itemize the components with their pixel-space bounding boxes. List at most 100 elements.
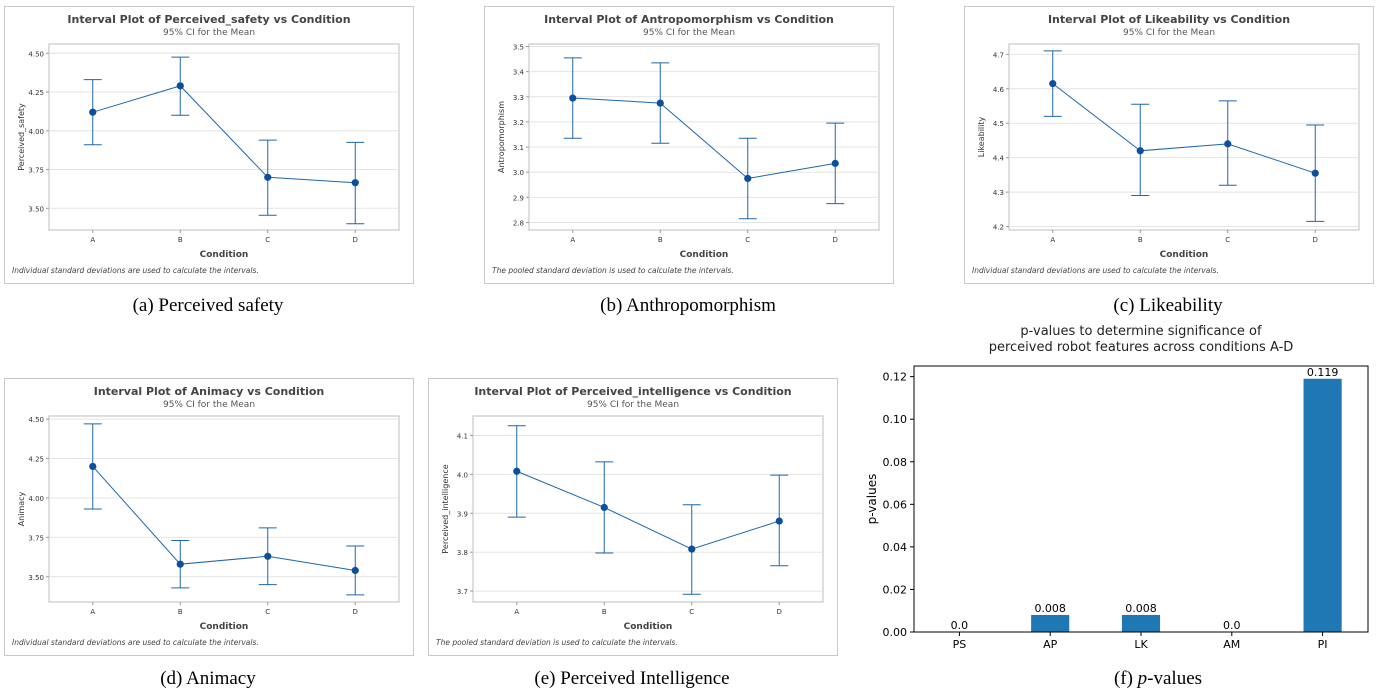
chart-subtitle: 95% CI for the Mean [587,400,679,410]
x-axis-label: Condition [1160,250,1209,260]
mean-point [176,82,184,90]
bar [1121,614,1161,632]
bar-value-label: 0.008 [1034,602,1066,615]
mean-point [600,503,608,512]
chart-title-line-2: perceived robot features across conditio… [989,340,1294,355]
mean-point [264,552,272,560]
y-tick-label: 4.7 [993,51,1004,59]
bar-value-label: 0.119 [1307,366,1339,379]
y-tick-label: 4.50 [28,50,44,58]
caption-c: (c) Likeability [1113,295,1223,316]
x-axis-label: Condition [200,622,249,632]
y-tick-label: 0.12 [883,371,908,384]
chart-footnote: Individual standard deviations are used … [972,266,1219,275]
x-tick-label: A [514,608,519,616]
x-tick-label: C [689,608,694,616]
x-tick-label: AM [1223,638,1240,651]
mean-point [264,173,272,181]
interval-plot-perceived-intelligence: Interval Plot of Perceived_intelligence … [428,378,838,656]
y-tick-label: 3.0 [513,169,524,177]
caption-f-suffix: -values [1147,668,1203,689]
mean-point [775,517,783,525]
y-tick-label: 4.3 [993,189,1004,197]
bar [1303,378,1342,632]
y-tick-label: 0.06 [883,498,908,511]
y-axis-label: Animacy [17,491,26,526]
y-tick-label: 4.0 [457,471,468,479]
bar-value-label: 0.0 [1223,619,1241,632]
x-tick-label: D [353,236,358,244]
x-tick-label: A [90,608,95,616]
x-tick-label: LK [1134,638,1148,651]
y-tick-label: 3.50 [28,205,44,213]
y-tick-label: 4.50 [28,416,44,424]
x-tick-label: B [178,236,183,244]
x-axis-label: Condition [200,250,249,260]
y-tick-label: 4.6 [993,86,1005,94]
y-tick-label: 3.8 [457,549,468,557]
y-tick-label: 3.3 [513,94,524,102]
mean-point [351,179,359,187]
mean-connect-line [92,85,356,184]
y-tick-label: 4.00 [28,128,44,136]
y-axis-label: Perceived_safety [17,103,26,171]
bar [1031,614,1070,632]
y-axis-label: Antropomorphism [497,101,506,173]
y-tick-label: 4.25 [28,456,44,464]
chart-title: Interval Plot of Likeability vs Conditio… [1048,13,1290,26]
y-tick-label: 3.9 [457,510,468,518]
y-tick-label: 3.4 [513,69,525,77]
x-tick-label: B [658,236,663,244]
caption-f-prefix: (f) [1113,668,1138,689]
y-tick-label: 4.00 [28,495,44,503]
interval-plot-antropomorphism: Interval Plot of Antropomorphism vs Cond… [484,6,894,284]
mean-point [1224,140,1232,148]
interval-plot-svg: Interval Plot of Perceived_safety vs Con… [4,6,414,284]
y-tick-label: 4.2 [993,224,1004,232]
x-axis-label: Condition [624,622,673,632]
y-tick-label: 3.50 [28,574,44,582]
bar-chart-p-values: p-values to determine significance of per… [860,318,1376,662]
y-tick-label: 3.2 [513,119,524,127]
chart-subtitle: 95% CI for the Mean [643,28,735,38]
interval-plot-svg: Interval Plot of Likeability vs Conditio… [964,6,1374,284]
mean-point [656,99,664,107]
y-tick-label: 3.7 [457,588,468,596]
mean-connect-line [92,466,356,571]
x-tick-label: A [570,236,575,244]
chart-subtitle: 95% CI for the Mean [163,400,255,410]
mean-point [1136,147,1144,155]
y-tick-label: 0.02 [883,583,908,596]
y-axis-label: Likeability [977,117,986,158]
x-tick-label: AP [1043,638,1058,651]
mean-point [351,566,359,575]
x-tick-label: C [265,236,270,244]
bar-chart-svg: p-values to determine significance ofper… [865,324,1369,651]
x-axis-label: Condition [680,250,729,260]
plot-area [48,43,400,231]
caption-e: (e) Perceived Intelligence [534,668,730,689]
chart-subtitle: 95% CI for the Mean [163,28,255,38]
mean-point [831,159,839,167]
mean-point [744,174,752,183]
interval-plot-perceived-safety: Interval Plot of Perceived_safety vs Con… [4,6,414,284]
y-tick-label: 3.75 [28,534,44,542]
mean-connect-line [572,97,836,180]
mean-point [513,467,521,475]
plot-area [528,43,880,231]
x-tick-label: A [1050,236,1055,244]
x-tick-label: B [602,608,607,616]
x-tick-label: B [178,608,183,616]
y-tick-label: 3.5 [513,44,524,52]
y-tick-label: 3.1 [513,144,524,152]
caption-a: (a) Perceived safety [132,295,284,316]
chart-title: Interval Plot of Animacy vs Condition [94,385,325,398]
mean-point [569,94,577,102]
chart-title-line-1: p-values to determine significance of [1020,324,1262,339]
mean-point [89,108,97,116]
interval-plot-svg: Interval Plot of Perceived_intelligence … [428,378,838,656]
chart-footnote: The pooled standard deviation is used to… [492,266,734,275]
y-axis-label: Perceived_intelligence [441,464,450,553]
x-tick-label: C [745,236,750,244]
mean-point [89,462,97,471]
